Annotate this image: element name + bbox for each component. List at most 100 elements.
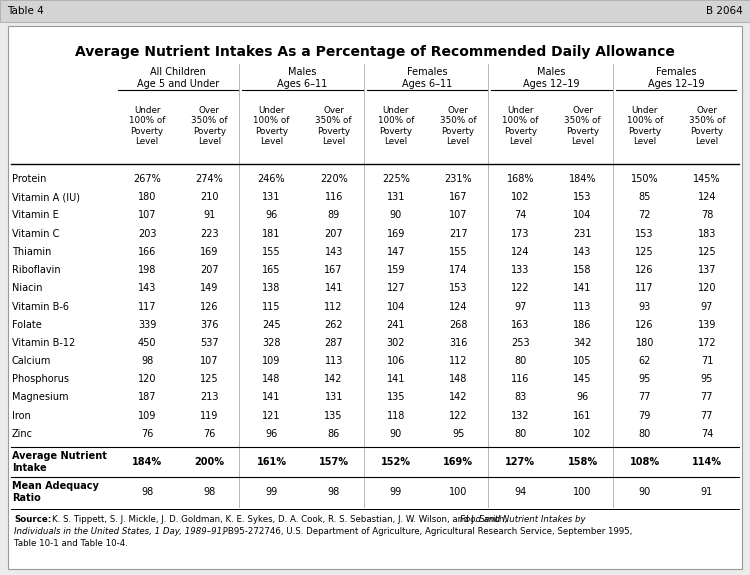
Text: 77: 77 [700,393,713,402]
Text: Zinc: Zinc [12,429,33,439]
Text: 108%: 108% [630,457,660,467]
Text: Under
100% of
Poverty
Level: Under 100% of Poverty Level [378,106,414,146]
Text: Over
350% of
Poverty
Level: Over 350% of Poverty Level [191,106,227,146]
Text: 95: 95 [700,374,713,384]
Text: Niacin: Niacin [12,283,43,293]
Text: 90: 90 [390,429,402,439]
Text: 104: 104 [573,210,592,220]
Text: 100: 100 [449,487,467,497]
Text: Average Nutrient
Intake: Average Nutrient Intake [12,451,106,473]
Text: 124: 124 [698,192,716,202]
Text: 132: 132 [511,411,530,421]
Text: 125: 125 [698,247,716,257]
Text: 109: 109 [138,411,156,421]
Text: 148: 148 [262,374,280,384]
Text: 207: 207 [200,265,218,275]
Text: 376: 376 [200,320,218,329]
Text: 120: 120 [698,283,716,293]
Text: 184%: 184% [132,457,162,467]
Text: 203: 203 [138,229,156,239]
Text: 287: 287 [325,338,343,348]
Text: 163: 163 [511,320,530,329]
Text: 104: 104 [387,301,405,312]
Text: 173: 173 [511,229,530,239]
Text: 316: 316 [449,338,467,348]
Text: 114%: 114% [692,457,722,467]
Text: 126: 126 [635,320,654,329]
Text: 109: 109 [262,356,280,366]
Text: Iron: Iron [12,411,31,421]
Text: 342: 342 [573,338,592,348]
Text: 125: 125 [200,374,218,384]
Text: 95: 95 [452,429,464,439]
Text: 165: 165 [262,265,280,275]
Text: 168%: 168% [506,174,534,184]
Text: 112: 112 [448,356,467,366]
Text: 93: 93 [638,301,651,312]
Text: 89: 89 [328,210,340,220]
Text: 135: 135 [387,393,405,402]
Text: 112: 112 [325,301,343,312]
Text: 184%: 184% [568,174,596,184]
Text: Over
350% of
Poverty
Level: Over 350% of Poverty Level [564,106,601,146]
Text: 98: 98 [141,487,153,497]
Text: 166: 166 [138,247,156,257]
Text: Table 10-1 and Table 10-4.: Table 10-1 and Table 10-4. [14,539,128,549]
Text: 107: 107 [200,356,218,366]
Text: 76: 76 [203,429,215,439]
Text: 113: 113 [573,301,592,312]
Text: 141: 141 [262,393,280,402]
Text: Over
350% of
Poverty
Level: Over 350% of Poverty Level [316,106,352,146]
Text: 121: 121 [262,411,280,421]
Text: 167: 167 [448,192,467,202]
Text: 90: 90 [390,210,402,220]
Text: 158: 158 [573,265,592,275]
Text: 142: 142 [325,374,343,384]
Text: 161: 161 [573,411,592,421]
Text: 198: 198 [138,265,156,275]
Text: 253: 253 [511,338,530,348]
Text: Phosphorus: Phosphorus [12,374,69,384]
Text: 231: 231 [573,229,592,239]
Text: 98: 98 [203,487,215,497]
Text: 99: 99 [266,487,278,497]
Text: 107: 107 [138,210,156,220]
Text: 150%: 150% [631,174,658,184]
Text: 94: 94 [514,487,526,497]
Text: 78: 78 [700,210,713,220]
Text: 102: 102 [573,429,592,439]
Text: 180: 180 [138,192,156,202]
Text: 274%: 274% [196,174,223,184]
Text: 153: 153 [635,229,654,239]
Text: 80: 80 [638,429,651,439]
Text: 153: 153 [573,192,592,202]
Text: Food and Nutrient Intakes by: Food and Nutrient Intakes by [460,516,586,524]
Text: 77: 77 [638,393,651,402]
Text: 241: 241 [387,320,405,329]
Text: 187: 187 [138,393,156,402]
Text: Vitamin B-6: Vitamin B-6 [12,301,69,312]
Text: 126: 126 [635,265,654,275]
Text: Females
Ages 12–19: Females Ages 12–19 [647,67,704,89]
Text: 98: 98 [328,487,340,497]
Text: 127: 127 [386,283,405,293]
Text: 72: 72 [638,210,651,220]
Text: 245: 245 [262,320,280,329]
Text: 231%: 231% [444,174,472,184]
Text: 105: 105 [573,356,592,366]
Text: 155: 155 [448,247,467,257]
Text: 217: 217 [448,229,467,239]
Text: 157%: 157% [319,457,349,467]
Text: 96: 96 [266,210,278,220]
Text: 148: 148 [449,374,467,384]
Text: 116: 116 [325,192,343,202]
Text: 172: 172 [698,338,716,348]
Text: Males
Ages 6–11: Males Ages 6–11 [278,67,328,89]
Text: Under
100% of
Poverty
Level: Under 100% of Poverty Level [129,106,165,146]
Text: 143: 143 [138,283,156,293]
Text: 145: 145 [573,374,592,384]
Text: 117: 117 [635,283,654,293]
Text: 76: 76 [141,429,153,439]
Text: 267%: 267% [134,174,161,184]
Text: Individuals in the United States, 1 Day, 1989–91,: Individuals in the United States, 1 Day,… [14,527,225,536]
